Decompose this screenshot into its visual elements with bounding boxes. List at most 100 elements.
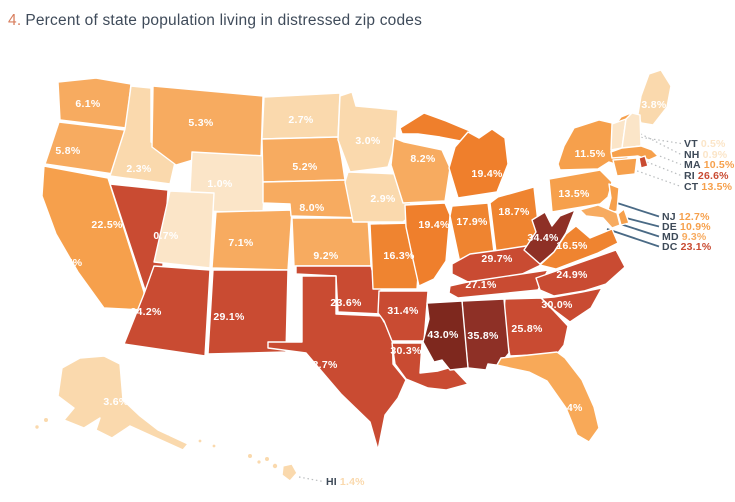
state-de — [617, 208, 630, 226]
callout-md: MD 9.3% — [662, 231, 707, 243]
callout-hi: HI 1.4% — [326, 476, 365, 488]
state-sd — [261, 136, 346, 183]
state-ma — [610, 145, 659, 161]
state-value-label-ms: 43.0% — [427, 329, 459, 341]
state-hi-island — [265, 457, 269, 461]
state-value-label-wa: 6.1% — [75, 98, 100, 110]
state-il — [404, 202, 451, 287]
state-value-label-az: 24.2% — [130, 306, 162, 318]
state-nm — [207, 269, 289, 355]
state-ut — [153, 190, 215, 269]
state-mi — [399, 112, 471, 143]
state-tn — [448, 269, 549, 299]
state-value-label-ut: 0.7% — [153, 230, 178, 242]
leader-line-de — [625, 217, 660, 228]
state-wi — [390, 137, 451, 204]
state-value-label-ar: 31.4% — [387, 305, 419, 317]
state-me — [637, 69, 672, 126]
state-ri — [638, 155, 649, 169]
state-value-label-wy: 1.0% — [207, 178, 232, 190]
state-value-label-ne: 8.0% — [299, 202, 324, 214]
state-value-label-nc: 24.9% — [556, 269, 588, 281]
leader-line-vt — [619, 133, 682, 145]
state-value-label-ia: 2.9% — [370, 193, 395, 205]
callout-ma: MA 10.5% — [684, 159, 735, 171]
state-value-label-ky: 29.7% — [481, 253, 513, 265]
state-nh — [621, 112, 642, 149]
leader-line-ri — [646, 161, 682, 177]
state-ca — [41, 165, 145, 311]
callout-de: DE 10.9% — [662, 221, 711, 233]
state-value-label-wi: 8.2% — [410, 153, 435, 165]
state-value-label-id: 2.3% — [126, 163, 151, 175]
state-la — [391, 342, 469, 391]
state-mi — [448, 128, 509, 199]
state-ms — [422, 300, 469, 371]
state-az — [123, 265, 211, 357]
callout-nj: NJ 12.7% — [662, 211, 710, 223]
state-ct — [612, 157, 638, 177]
state-value-label-nv: 22.5% — [91, 219, 123, 231]
callout-dc: DC 23.1% — [662, 241, 712, 253]
state-value-label-in: 17.9% — [456, 216, 488, 228]
callout-vt: VT 0.5% — [684, 138, 726, 150]
state-ar — [377, 290, 429, 342]
state-hi-island — [272, 463, 278, 469]
state-md — [579, 204, 621, 229]
state-value-label-mo: 16.3% — [383, 250, 415, 262]
state-value-label-wv: 34.4% — [527, 232, 559, 244]
state-ak-island — [44, 418, 48, 422]
state-value-label-ga: 25.8% — [511, 323, 543, 335]
state-ak-island — [212, 444, 216, 448]
leader-line-nj — [613, 201, 660, 218]
state-ak-island — [198, 439, 202, 443]
state-value-label-al: 35.8% — [467, 330, 499, 342]
state-value-label-ca: 11.7% — [52, 257, 83, 269]
state-va — [539, 225, 619, 270]
state-value-label-tx: 22.7% — [306, 359, 338, 371]
state-value-label-sd: 5.2% — [292, 161, 317, 173]
state-value-label-pa: 13.5% — [558, 188, 590, 200]
state-value-label-va: 16.5% — [556, 240, 588, 252]
state-tx — [267, 275, 407, 451]
state-value-label-ny: 11.5% — [575, 148, 606, 160]
state-hi — [281, 463, 298, 482]
callout-nh: NH 0.9% — [684, 149, 728, 161]
state-value-label-mi: 19.4% — [471, 168, 503, 180]
state-value-label-il: 19.4% — [418, 219, 450, 231]
state-hi-island — [257, 460, 261, 464]
leader-line-dc — [606, 228, 660, 248]
state-id — [109, 85, 177, 185]
figure-number: 4. — [8, 12, 22, 29]
state-value-label-la: 30.3% — [390, 345, 422, 357]
state-hi-island — [248, 454, 252, 458]
state-fl — [496, 351, 600, 443]
leader-line-hi — [298, 476, 324, 483]
state-value-label-co: 7.1% — [228, 237, 253, 249]
state-value-label-fl: 13.4% — [551, 402, 583, 414]
state-nc — [535, 249, 626, 297]
callout-ri: RI 26.6% — [684, 170, 729, 182]
state-value-label-mt: 5.3% — [188, 117, 213, 129]
state-value-label-nd: 2.7% — [288, 114, 313, 126]
state-ak — [57, 355, 189, 451]
state-value-label-oh: 18.7% — [498, 206, 530, 218]
figure-title-text: Percent of state population living in di… — [25, 12, 423, 29]
state-value-label-ok: 23.6% — [330, 297, 362, 309]
state-value-label-or: 5.8% — [55, 145, 80, 157]
state-value-label-ks: 9.2% — [313, 250, 338, 262]
state-ak-island — [166, 435, 170, 439]
state-value-label-ak: 3.6% — [103, 396, 128, 408]
state-value-label-sc: 30.0% — [541, 299, 573, 311]
state-value-label-mn: 3.0% — [355, 135, 380, 147]
state-value-label-me: 3.8% — [641, 99, 666, 111]
leader-line-ct — [628, 167, 682, 188]
state-value-label-tn: 27.1% — [465, 279, 497, 291]
figure-title: 4. Percent of state population living in … — [8, 12, 422, 30]
state-ak-island — [35, 425, 39, 429]
state-pa — [548, 169, 613, 213]
state-mn — [337, 91, 399, 173]
state-sc — [540, 287, 603, 323]
callout-ct: CT 13.5% — [684, 181, 733, 193]
